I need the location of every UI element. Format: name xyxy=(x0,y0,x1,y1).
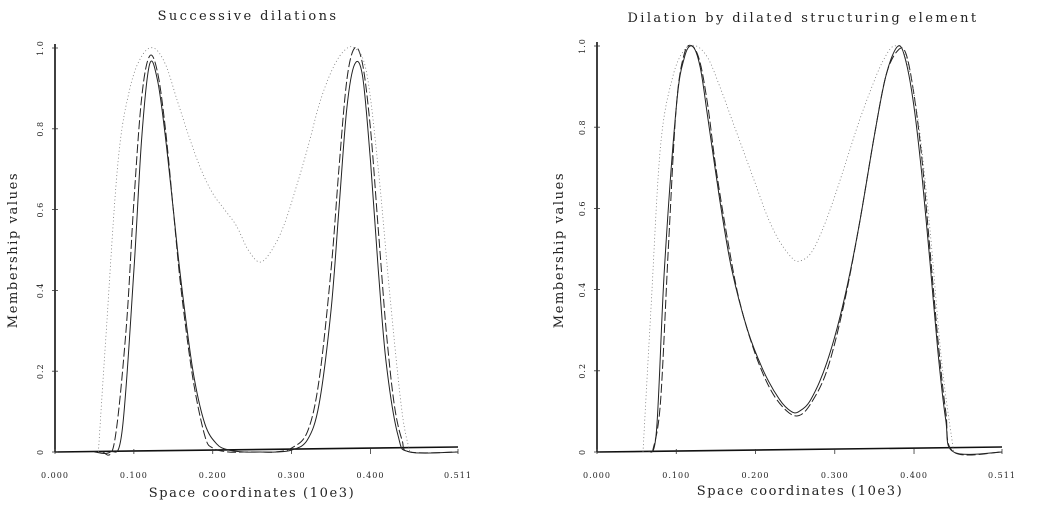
x-tick-label: 0.000 xyxy=(41,471,69,480)
x-axis-label: Space coordinates (10e3) xyxy=(149,486,356,501)
x-tick-label: 0.100 xyxy=(120,471,148,480)
chart-title: Dilation by dilated structuring element xyxy=(627,11,978,26)
chart-panel-2: Dilation by dilated structuring element 0… xyxy=(552,11,1016,499)
y-tick-label: 0.2 xyxy=(578,363,587,379)
series-line-dotted xyxy=(98,46,411,453)
series-line-dashed xyxy=(652,44,1003,456)
y-axis-label: Membership values xyxy=(552,172,567,328)
x-tick-label: 0.511 xyxy=(988,471,1016,480)
y-tick-label: 1.0 xyxy=(578,38,587,54)
y-tick-label: 0 xyxy=(36,449,45,455)
x-tick-label: 0.400 xyxy=(900,471,928,480)
x-tick-label: 0.200 xyxy=(199,471,227,480)
x-axis-line xyxy=(596,446,1003,453)
x-tick-label: 0.300 xyxy=(278,471,306,480)
y-tick-label: 0.4 xyxy=(36,283,45,299)
x-tick-label: 0.000 xyxy=(583,471,611,480)
y-tick-label: 0.6 xyxy=(36,202,45,218)
y-tick-label: 0.8 xyxy=(36,121,45,137)
x-tick-label: 0.511 xyxy=(444,471,472,480)
x-tick-label: 0.100 xyxy=(662,471,690,480)
y-tick-label: 0.2 xyxy=(36,363,45,379)
y-tick-label: 0.8 xyxy=(578,119,587,135)
y-tick-label: 0 xyxy=(578,449,587,455)
y-tick-label: 1.0 xyxy=(36,40,45,56)
x-tick-label: 0.300 xyxy=(821,471,849,480)
x-axis-line xyxy=(54,446,459,453)
series-line-solid xyxy=(94,60,459,454)
series-line-solid xyxy=(648,45,1003,455)
y-axis-label: Membership values xyxy=(6,172,21,328)
chart-title: Successive dilations xyxy=(158,9,339,24)
x-tick-label: 0.200 xyxy=(742,471,770,480)
x-axis-label: Space coordinates (10e3) xyxy=(697,484,904,499)
chart-panel-1: Successive dilations 0.000 0.100 0.200 0.300… xyxy=(6,9,472,501)
x-tick-label: 0.400 xyxy=(357,471,385,480)
y-tick-label: 0.4 xyxy=(578,282,587,298)
series-line-dashed xyxy=(101,46,459,456)
y-tick-label: 0.6 xyxy=(578,201,587,217)
series-line-dotted xyxy=(642,44,955,453)
